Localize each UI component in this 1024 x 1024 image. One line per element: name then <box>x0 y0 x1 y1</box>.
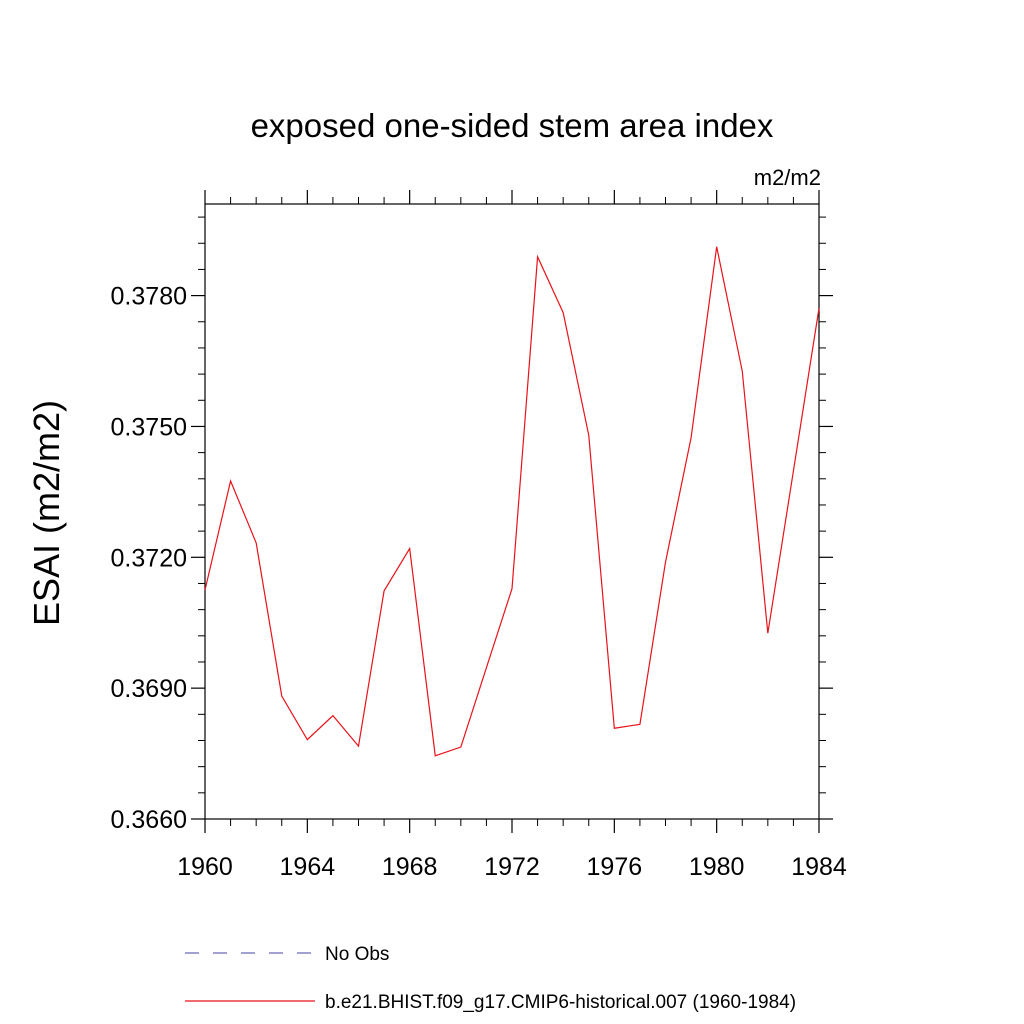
x-tick-label: 1980 <box>689 853 745 881</box>
y-tick-labels: 0.3660 0.3690 0.3720 0.3750 0.3780 <box>111 283 187 834</box>
x-tick-label: 1964 <box>280 853 336 881</box>
y-tick-label: 0.3660 <box>111 806 187 834</box>
x-tick-label: 1972 <box>484 853 540 881</box>
y-tick-label: 0.3750 <box>111 413 187 441</box>
chart-title: exposed one-sided stem area index <box>251 107 774 144</box>
y-tick-label: 0.3690 <box>111 675 187 703</box>
series-line-1 <box>204 246 820 757</box>
x-tick-label: 1976 <box>587 853 643 881</box>
units-label: m2/m2 <box>754 165 821 190</box>
legend: No Obs b.e21.BHIST.f09_g17.CMIP6-histori… <box>185 944 796 1013</box>
axis-ticks <box>191 190 833 833</box>
y-tick-label: 0.3720 <box>111 544 187 572</box>
x-tick-labels: 1960 1964 1968 1972 1976 1980 1984 <box>177 853 847 881</box>
legend-label-historical: b.e21.BHIST.f09_g17.CMIP6-historical.007… <box>325 992 796 1013</box>
x-tick-label: 1960 <box>177 853 233 881</box>
y-axis-label: ESAI (m2/m2) <box>26 400 67 626</box>
x-tick-label: 1968 <box>382 853 438 881</box>
series-layer <box>204 246 820 757</box>
x-tick-label: 1984 <box>791 853 847 881</box>
y-tick-label: 0.3780 <box>111 283 187 311</box>
legend-label-no-obs: No Obs <box>325 944 389 965</box>
